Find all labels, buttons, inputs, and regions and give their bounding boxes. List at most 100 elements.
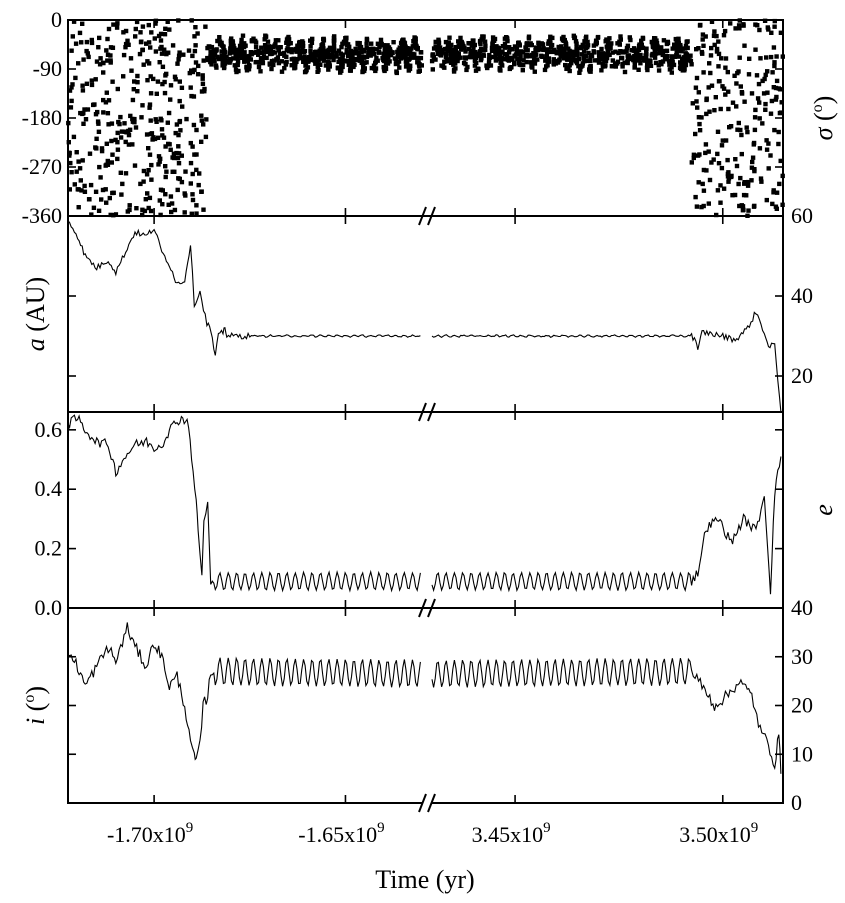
sigma-point [157, 159, 162, 164]
sigma-point [245, 58, 250, 63]
sigma-point [326, 60, 332, 65]
sigma-point [707, 177, 713, 183]
sigma-point [481, 52, 486, 58]
sigma-point [374, 55, 379, 61]
sigma-point [202, 89, 207, 94]
sigma-point [338, 59, 343, 64]
sigma-point [723, 56, 729, 61]
sigma-point [457, 41, 462, 46]
sigma-point [734, 104, 739, 109]
sigma-point [595, 34, 601, 40]
sigma-point [708, 70, 713, 76]
sigma-point [262, 37, 267, 42]
e-axis-title: e [809, 504, 838, 516]
sigma-point [449, 42, 454, 48]
sigma-point [721, 86, 727, 91]
sigma-point [113, 137, 118, 143]
sigma-point [372, 66, 377, 71]
sigma-point [718, 200, 723, 205]
sigma-point [139, 39, 144, 44]
sigma-point [242, 55, 247, 60]
sigma-point [546, 56, 552, 61]
sigma-point [672, 42, 677, 47]
sigma-point [131, 87, 136, 92]
sigma-point [417, 68, 422, 73]
sigma-point [567, 63, 572, 68]
sigma-point [706, 201, 711, 206]
sigma-point [203, 24, 208, 29]
sigma-point [180, 104, 185, 109]
sigma-point [272, 58, 277, 63]
sigma-point [350, 53, 355, 58]
sigma-point [703, 34, 708, 39]
sigma-point [576, 56, 582, 62]
sigma-point [700, 32, 706, 37]
sigma-point [728, 21, 733, 26]
sigma-point [675, 48, 680, 53]
sigma-point [701, 70, 706, 75]
sigma-point [504, 35, 509, 40]
sigma-point [417, 64, 422, 69]
sigma-point [72, 182, 77, 187]
sigma-point [319, 43, 324, 48]
sigma-point [716, 64, 721, 69]
sigma-point [656, 63, 661, 68]
sigma-point [251, 36, 256, 41]
sigma-point [201, 58, 206, 63]
sigma-point [162, 32, 168, 37]
a-tick-label: 60 [791, 203, 813, 228]
sigma-point [176, 53, 182, 58]
sigma-point [483, 43, 488, 48]
sigma-point [512, 61, 517, 67]
sigma-point [669, 54, 675, 59]
sigma-point [169, 209, 174, 215]
sigma-point [505, 38, 510, 44]
sigma-point [545, 47, 550, 52]
sigma-point [165, 19, 170, 24]
sigma-point [624, 45, 630, 51]
sigma-point [599, 46, 604, 52]
sigma-point [199, 118, 204, 123]
sigma-point [89, 40, 95, 46]
sigma-point [772, 63, 777, 69]
sigma-point [340, 58, 345, 63]
sigma-point [618, 34, 623, 39]
sigma-point [768, 153, 773, 158]
sigma-point [135, 89, 140, 94]
sigma-point [468, 52, 473, 57]
sigma-point [99, 197, 104, 202]
sigma-point [349, 64, 354, 70]
sigma-point [567, 68, 572, 74]
sigma-point [709, 45, 714, 51]
sigma-point [118, 114, 123, 120]
e-tick-label: 0.0 [35, 595, 63, 620]
sigma-point [528, 41, 533, 46]
sigma-point [183, 169, 188, 174]
sigma-point [499, 62, 504, 67]
sigma-point [616, 50, 621, 56]
sigma-point [453, 51, 458, 56]
sigma-point [83, 117, 89, 122]
sigma-point [772, 127, 777, 133]
sigma-point [667, 62, 672, 67]
sigma-point [664, 48, 670, 53]
sigma-point [174, 122, 180, 127]
sigma-point [66, 140, 71, 145]
sigma-point [730, 100, 736, 105]
sigma-point [395, 53, 401, 58]
sigma-point [448, 46, 453, 52]
sigma-point [439, 49, 445, 55]
sigma-point [773, 97, 779, 102]
sigma-point [146, 61, 152, 66]
sigma-point [701, 188, 707, 193]
sigma-point [440, 64, 446, 69]
a-tick-label: 40 [791, 283, 813, 308]
sigma-point [371, 63, 377, 68]
sigma-point [123, 45, 128, 50]
sigma-point [750, 159, 755, 165]
sigma-point [723, 138, 729, 143]
sigma-point [619, 55, 625, 61]
sigma-point [536, 40, 541, 45]
sigma-point [121, 52, 127, 58]
sigma-point [606, 46, 611, 51]
